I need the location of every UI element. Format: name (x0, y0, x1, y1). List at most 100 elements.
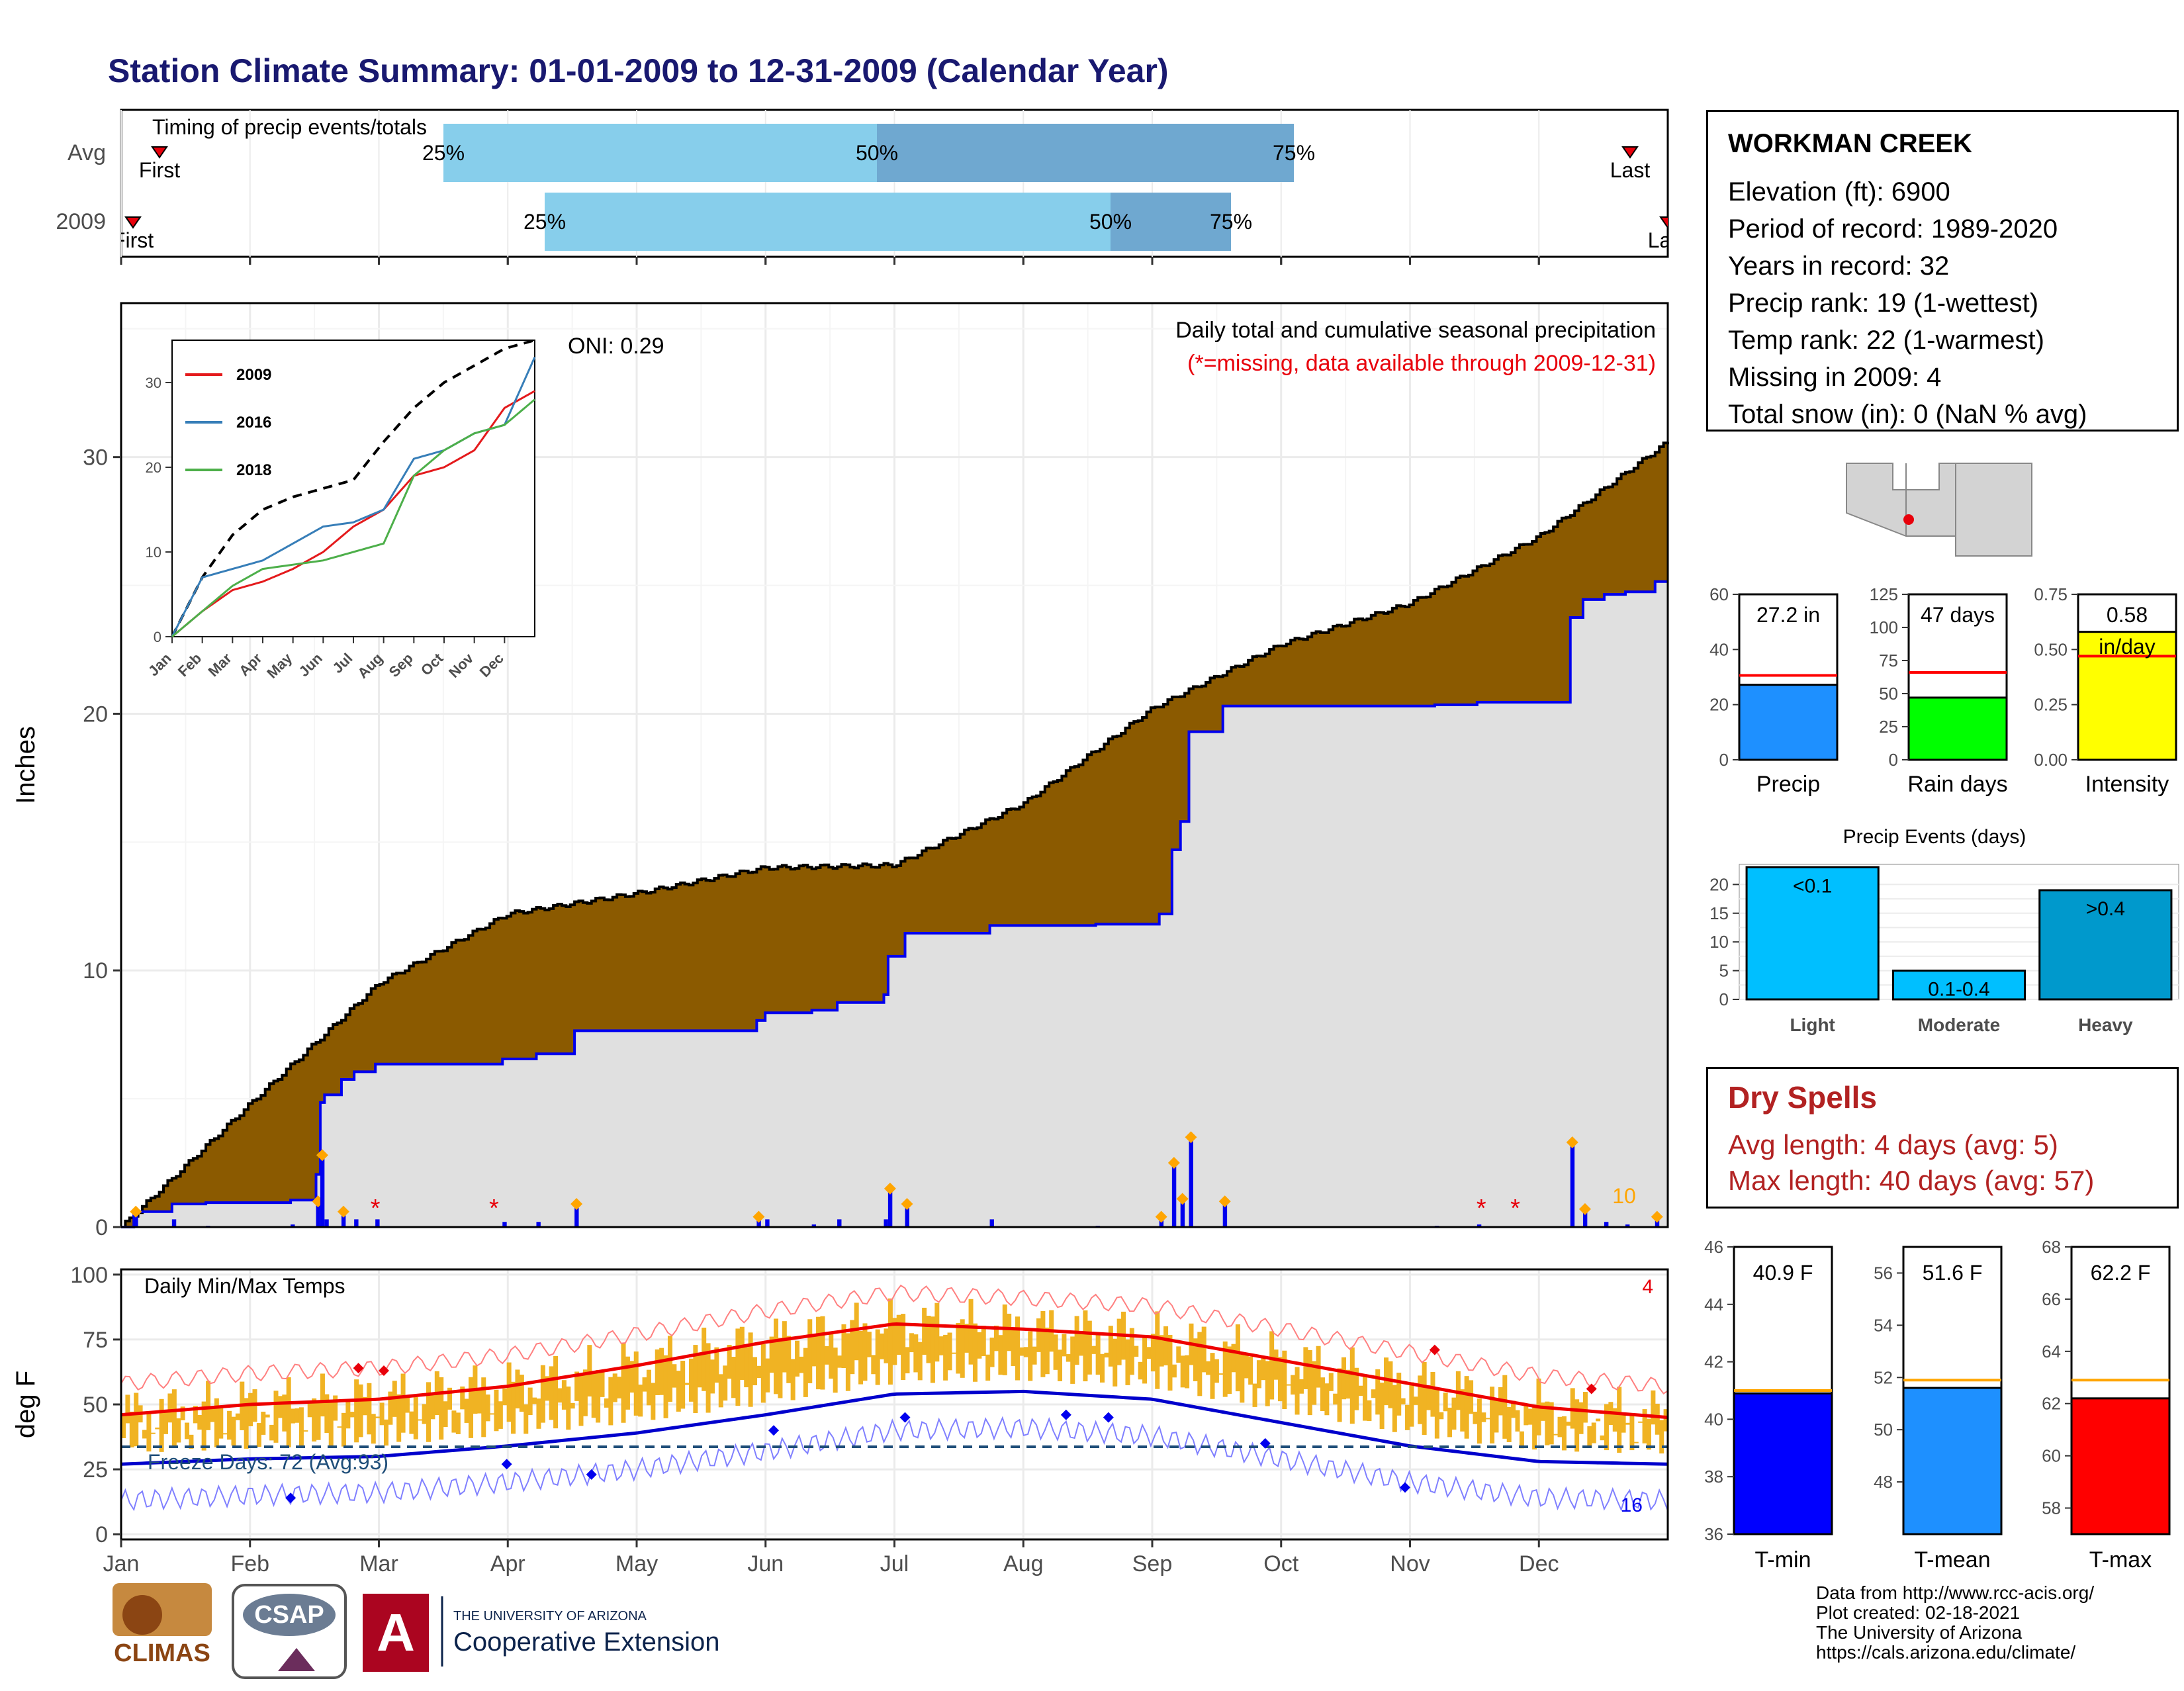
daily-temp-bar (121, 1414, 126, 1438)
daily-temp-bar (1079, 1331, 1084, 1356)
daily-temp-bar (256, 1423, 261, 1447)
mini-bar-value-unit: in/day (2099, 635, 2155, 659)
credit-line-university: The University of Arizona (1816, 1622, 2023, 1643)
daily-temp-bar (1490, 1387, 1495, 1443)
daily-temp-bar (295, 1408, 300, 1423)
station-period: Period of record: 1989-2020 (1728, 214, 2058, 244)
daily-temp-bar (909, 1333, 914, 1353)
daily-temp-bar (989, 1338, 995, 1367)
daily-precip-bar (1582, 1209, 1588, 1227)
daily-temp-bar (1070, 1336, 1075, 1384)
daily-temp-bar (269, 1424, 275, 1441)
daily-temp-bar (371, 1414, 376, 1444)
ua-logo-small-text: THE UNIVERSITY OF ARIZONA (453, 1609, 647, 1623)
daily-temp-bar (837, 1355, 842, 1368)
inset-ytick-label: 0 (154, 629, 161, 645)
map-region (1846, 463, 2032, 557)
daily-temp-bar (536, 1398, 541, 1429)
daily-temp-bar (612, 1373, 617, 1402)
daily-temp-bar (291, 1408, 296, 1424)
daily-temp-bar (998, 1335, 1003, 1375)
daily-temp-bar (922, 1307, 927, 1355)
daily-temp-bar (222, 1433, 228, 1435)
daily-temp-bar (1451, 1397, 1457, 1430)
daily-temp-bar (1582, 1392, 1588, 1423)
daily-temp-bar (1354, 1367, 1359, 1410)
missing-day-marker: * (371, 1195, 381, 1222)
mini-bar-value (2077, 631, 2177, 761)
events-bar-label: >0.4 (2086, 898, 2125, 920)
missing-note: (*=missing, data available through 2009-… (1187, 351, 1656, 376)
daily-temp-bar (850, 1320, 855, 1375)
daily-temp-bar (705, 1343, 711, 1413)
daily-temp-bar (752, 1357, 758, 1386)
daily-temp-bar (617, 1377, 622, 1398)
precip-end-label: 10 (1612, 1184, 1636, 1208)
daily-temp-bar (1371, 1389, 1376, 1398)
mini-bar-label: Precip (1756, 772, 1820, 797)
station-years: Years in record: 32 (1728, 251, 1950, 281)
daily-temp-bar (185, 1422, 190, 1440)
daily-temp-bar (871, 1355, 876, 1375)
daily-temp-bar (875, 1329, 880, 1385)
daily-temp-bar (638, 1385, 643, 1417)
month-tick-label: Nov (1390, 1551, 1430, 1577)
temp-summary-bar (2070, 1397, 2171, 1535)
daily-temp-bar (1256, 1360, 1261, 1389)
daily-temp-bar (790, 1359, 796, 1400)
daily-precip-bar (324, 1219, 329, 1227)
daily-temp-bar (1248, 1356, 1253, 1385)
daily-temp-bar (1621, 1414, 1626, 1433)
daily-temp-bar (786, 1336, 792, 1383)
daily-temp-bar (1150, 1334, 1156, 1372)
daily-temp-bar (396, 1394, 402, 1442)
page-title: Station Climate Summary: 01-01-2009 to 1… (108, 52, 1169, 89)
daily-temp-bar (553, 1355, 559, 1429)
heavy-event-marker (316, 1149, 328, 1162)
daily-temp-bar (833, 1348, 838, 1393)
daily-temp-bar (938, 1336, 944, 1355)
daily-temp-bar (261, 1411, 266, 1435)
daily-temp-bar (901, 1314, 906, 1381)
oni-label: ONI: 0.29 (568, 334, 664, 359)
temp-summary-bar (1902, 1387, 2003, 1535)
daily-temp-bar (1231, 1344, 1236, 1373)
daily-precip-bar (1171, 1163, 1177, 1227)
mini-bar-tick-label: 25 (1879, 717, 1898, 737)
inset-legend-2016: 2016 (236, 414, 271, 432)
daily-temp-bar (1074, 1316, 1079, 1365)
daily-temp-bar (1604, 1404, 1609, 1451)
daily-temp-bar (1066, 1354, 1071, 1362)
daily-temp-bar (1028, 1331, 1033, 1381)
daily-temp-bar (1363, 1374, 1368, 1421)
daily-temp-bar (1545, 1401, 1550, 1445)
daily-temp-bar (358, 1384, 363, 1438)
inset-series-line (171, 398, 535, 638)
daily-temp-bar (723, 1365, 728, 1401)
daily-temp-bar (629, 1361, 635, 1393)
daily-temp-bar (1159, 1335, 1164, 1367)
daily-temp-bar (142, 1430, 148, 1439)
daily-temp-bar (1629, 1416, 1635, 1451)
daily-temp-bar (1087, 1320, 1092, 1375)
avg-first-label: First (139, 158, 180, 182)
temp-summary-tick-label: 52 (1874, 1367, 1893, 1387)
daily-temp-bar (430, 1395, 435, 1420)
climas-logo-sun (122, 1595, 162, 1635)
daily-temp-bar (1282, 1350, 1287, 1410)
daily-temp-bar (951, 1352, 956, 1354)
daily-temp-bar (731, 1357, 736, 1398)
mini-bar-tick-label: 75 (1879, 651, 1898, 670)
daily-temp-bar (782, 1321, 787, 1373)
heavy-event-marker (1176, 1193, 1189, 1205)
events-title: Precip Events (days) (1843, 826, 2026, 848)
daily-temp-bar (621, 1343, 626, 1423)
temp-summary-tick-label: 64 (2042, 1342, 2061, 1361)
record-low-marker (1259, 1438, 1271, 1449)
daily-temp-bar (193, 1406, 198, 1424)
record-low-marker (586, 1469, 597, 1480)
daily-precip-bar (171, 1219, 177, 1227)
daily-temp-bar (413, 1397, 418, 1440)
daily-precip-bar (989, 1219, 994, 1227)
mini-bar-tick-label: 100 (1870, 617, 1898, 637)
